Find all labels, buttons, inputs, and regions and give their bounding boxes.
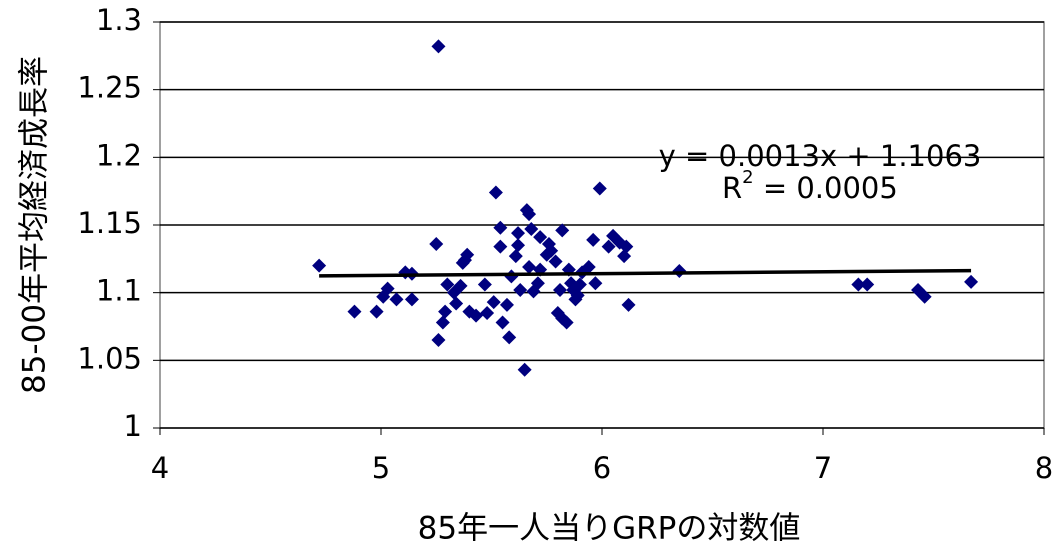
point bbox=[495, 315, 510, 330]
point bbox=[588, 276, 603, 291]
point bbox=[860, 277, 875, 292]
point bbox=[522, 207, 537, 222]
point bbox=[449, 296, 464, 311]
point bbox=[480, 305, 495, 320]
x-tick-label: 8 bbox=[1035, 451, 1053, 485]
point bbox=[508, 249, 523, 264]
r-squared-base: R bbox=[722, 171, 742, 205]
point bbox=[511, 238, 526, 253]
x-tick-label: 4 bbox=[151, 451, 169, 485]
x-axis-label: 85年一人当りGRPの対数値 bbox=[418, 511, 801, 547]
point bbox=[601, 239, 616, 254]
point bbox=[477, 277, 492, 292]
point bbox=[431, 39, 446, 54]
point bbox=[572, 277, 587, 292]
point bbox=[621, 297, 636, 312]
y-tick-label: 1.05 bbox=[77, 341, 142, 375]
point bbox=[504, 269, 519, 284]
x-tick-label: 6 bbox=[593, 451, 611, 485]
trendline bbox=[319, 268, 972, 278]
point bbox=[917, 289, 932, 304]
y-tick-label: 1.25 bbox=[77, 71, 142, 105]
point bbox=[511, 226, 526, 241]
y-axis-label: 85-00年平均経済成長率 bbox=[17, 56, 53, 394]
point bbox=[513, 282, 528, 297]
point bbox=[548, 254, 563, 269]
point bbox=[524, 222, 539, 237]
x-tick-label: 5 bbox=[372, 451, 390, 485]
y-tick-label: 1.15 bbox=[77, 206, 142, 240]
point bbox=[312, 258, 327, 273]
point bbox=[499, 297, 514, 312]
point bbox=[488, 185, 503, 200]
point bbox=[438, 304, 453, 319]
point bbox=[493, 239, 508, 254]
point bbox=[486, 295, 501, 310]
point bbox=[619, 239, 634, 254]
point bbox=[429, 236, 444, 251]
point bbox=[380, 281, 395, 296]
point bbox=[851, 277, 866, 292]
point bbox=[530, 276, 545, 291]
point bbox=[570, 288, 585, 303]
trend-equation: y = 0.0013x + 1.1063 bbox=[659, 139, 982, 173]
point bbox=[453, 278, 468, 293]
point bbox=[460, 247, 475, 262]
point bbox=[522, 259, 537, 274]
point bbox=[347, 304, 362, 319]
y-tick-label: 1 bbox=[124, 409, 142, 443]
point bbox=[964, 274, 979, 289]
point bbox=[555, 223, 570, 238]
point bbox=[440, 277, 455, 292]
point bbox=[581, 259, 596, 274]
point bbox=[553, 282, 568, 297]
point bbox=[592, 181, 607, 196]
y-tick-label: 1.3 bbox=[96, 3, 142, 37]
point bbox=[435, 315, 450, 330]
point bbox=[533, 230, 548, 245]
point bbox=[369, 304, 384, 319]
point bbox=[389, 292, 404, 307]
point bbox=[672, 264, 687, 279]
point bbox=[502, 330, 517, 345]
r-squared-value: = 0.0005 bbox=[754, 171, 898, 205]
point bbox=[586, 232, 601, 247]
r-squared: R2 = 0.0005 bbox=[722, 167, 898, 205]
x-tick-label: 7 bbox=[814, 451, 832, 485]
point bbox=[559, 315, 574, 330]
point bbox=[493, 220, 508, 235]
point bbox=[517, 362, 532, 377]
y-tick-label: 1.1 bbox=[96, 274, 142, 308]
point bbox=[617, 249, 632, 264]
point bbox=[544, 243, 559, 258]
point bbox=[431, 333, 446, 348]
point bbox=[469, 308, 484, 323]
point bbox=[404, 292, 419, 307]
r-squared-sup: 2 bbox=[742, 167, 753, 188]
y-tick-label: 1.2 bbox=[96, 138, 142, 172]
